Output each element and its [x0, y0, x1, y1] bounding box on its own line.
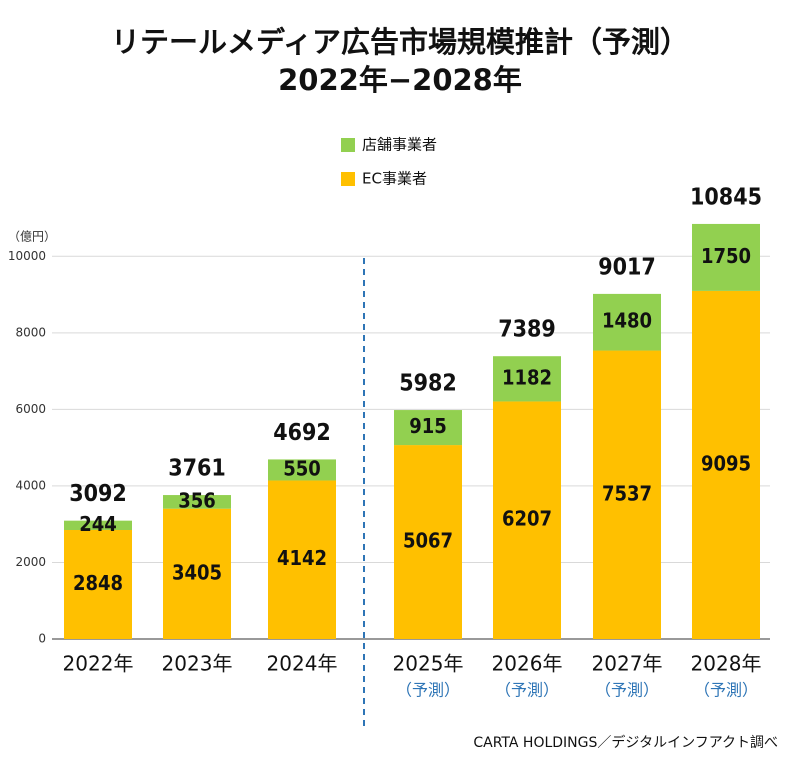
value-label: 4142 — [277, 546, 327, 570]
value-label: 356 — [178, 488, 216, 512]
x-tick-label: 2026年 — [492, 652, 563, 676]
x-tick-label: 2025年 — [393, 652, 464, 676]
bar-segment — [394, 410, 462, 446]
value-label: 550 — [283, 456, 321, 480]
y-unit: （億円） — [8, 230, 56, 244]
total-label: 3092 — [69, 481, 127, 507]
chart-title: リテールメディア広告市場規模推計（予測） — [111, 25, 689, 59]
legend-label: 店舗事業者 — [362, 136, 437, 154]
legend-swatch — [341, 172, 355, 186]
category-note: （予測） — [694, 681, 758, 700]
bar-segment — [268, 480, 336, 639]
total-label: 10845 — [690, 184, 762, 210]
total-label: 9017 — [598, 254, 656, 280]
bar-segment — [163, 508, 231, 639]
category-note: （予測） — [396, 681, 460, 700]
total-label: 7389 — [498, 317, 556, 343]
value-label: 9095 — [701, 451, 751, 475]
x-tick-label: 2023年 — [162, 652, 233, 676]
bar-segment — [394, 445, 462, 639]
y-tick-label: 0 — [38, 632, 46, 646]
value-label: 7537 — [602, 481, 652, 505]
bar-segment — [493, 356, 561, 402]
value-label: 1480 — [602, 309, 652, 333]
value-label: 1182 — [502, 365, 552, 389]
bar-segment — [593, 350, 661, 639]
chart-subtitle: 2022年−2028年 — [278, 63, 522, 97]
x-tick-label: 2024年 — [267, 652, 338, 676]
value-label: 3405 — [172, 560, 222, 584]
total-label: 4692 — [273, 420, 331, 446]
legend-swatch — [341, 138, 355, 152]
total-label: 5982 — [399, 371, 457, 397]
value-label: 5067 — [403, 529, 453, 553]
bar-segment — [268, 459, 336, 481]
value-label: 1750 — [701, 244, 751, 268]
bar-segment — [493, 401, 561, 639]
value-label: 915 — [409, 414, 447, 438]
value-label: 6207 — [502, 507, 552, 531]
total-label: 3761 — [168, 456, 226, 482]
value-label: 244 — [79, 512, 117, 536]
value-label: 2848 — [73, 571, 123, 595]
y-tick-label: 2000 — [15, 555, 46, 569]
y-tick-label: 4000 — [15, 478, 46, 492]
y-tick-label: 8000 — [15, 325, 46, 339]
bar-segment — [692, 290, 760, 639]
bar-segment — [64, 529, 132, 639]
category-note: （予測） — [495, 681, 559, 700]
source: CARTA HOLDINGS／デジタルインフアクト調べ — [473, 734, 778, 751]
bar-segment — [64, 520, 132, 530]
legend-label: EC事業者 — [362, 170, 427, 188]
category-note: （予測） — [595, 681, 659, 700]
bar-segment — [692, 223, 760, 291]
y-tick-label: 10000 — [8, 249, 46, 263]
x-tick-label: 2022年 — [63, 652, 134, 676]
bar-segment — [163, 495, 231, 509]
y-tick-label: 6000 — [15, 402, 46, 416]
x-tick-label: 2028年 — [691, 652, 762, 676]
bar-segment — [593, 293, 661, 351]
x-tick-label: 2027年 — [592, 652, 663, 676]
